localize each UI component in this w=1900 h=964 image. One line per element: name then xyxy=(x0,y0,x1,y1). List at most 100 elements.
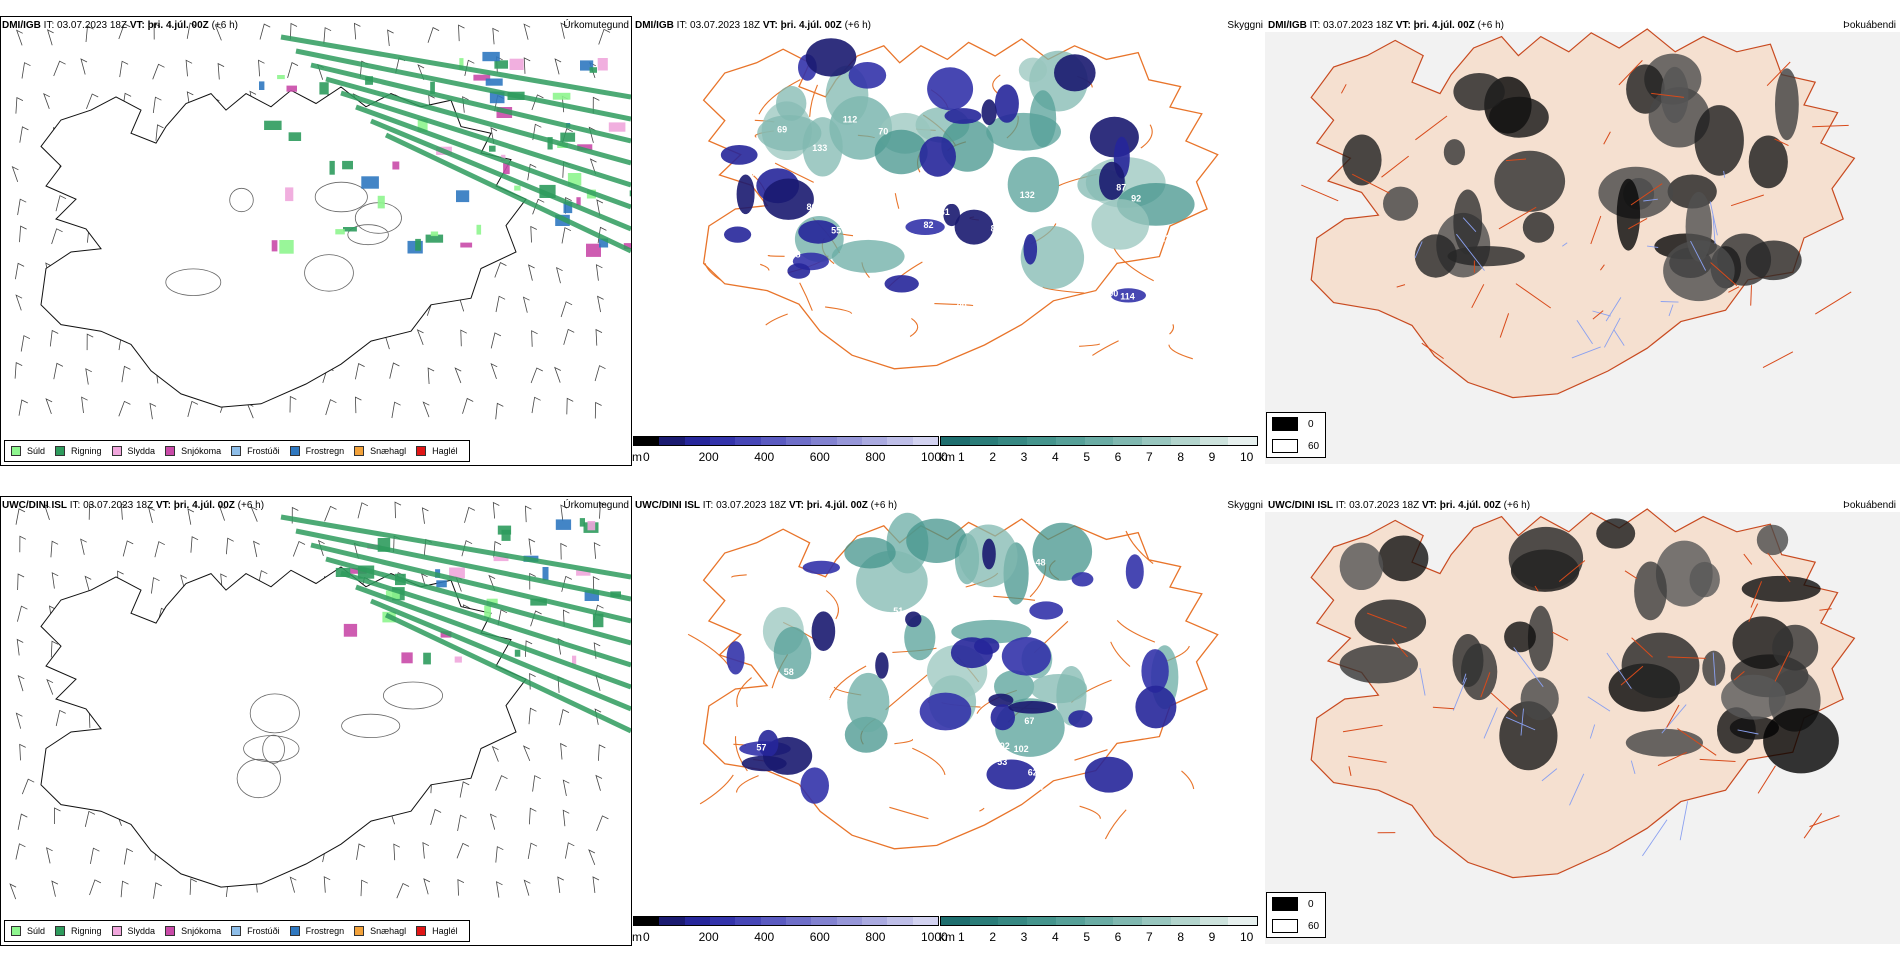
legend-label: Frostregn xyxy=(306,926,345,936)
wind-barb xyxy=(47,848,53,864)
legend-swatch xyxy=(11,926,21,936)
wind-barb xyxy=(218,64,224,80)
wind-barb xyxy=(598,745,605,761)
colorbar-segment xyxy=(1113,917,1142,925)
valid-time: þri. 4.júl. 00Z xyxy=(148,20,209,31)
cloud-base-value: 45 xyxy=(944,196,954,206)
wind-barb xyxy=(15,263,24,279)
cloud-base-value: 133 xyxy=(812,143,827,153)
wind-barb xyxy=(357,844,366,860)
colorbar-tick-label: 600 xyxy=(810,450,830,464)
cloud-base-value: 104 xyxy=(891,92,906,102)
valid-time-label: VT: xyxy=(789,500,804,511)
wind-barb xyxy=(567,398,573,414)
cloud-base-area xyxy=(806,38,857,76)
colorbar-segment xyxy=(1171,917,1200,925)
legend-swatch xyxy=(290,926,300,936)
colorbar-tick-label: 6 xyxy=(1115,450,1122,464)
precip-cell xyxy=(477,225,482,235)
cloud-base-area xyxy=(1002,637,1051,676)
valid-time: þri. 4.júl. 00Z xyxy=(1440,500,1501,511)
road xyxy=(1105,810,1126,839)
wind-barb xyxy=(465,507,475,522)
wind-barb xyxy=(290,877,296,892)
fog-index-area xyxy=(1383,187,1418,221)
fog-legend-label: 0 xyxy=(1308,899,1314,910)
cloud-base-area xyxy=(919,137,956,177)
wind-barb xyxy=(52,573,58,589)
init-time-label: IT: xyxy=(44,20,55,31)
colorbar-segment xyxy=(1027,917,1056,925)
wind-barb xyxy=(354,23,360,39)
road xyxy=(1182,771,1194,789)
colorbar-tick-label: 0 xyxy=(643,930,650,944)
low-visibility-area xyxy=(844,537,895,568)
colorbar-segment xyxy=(761,917,786,925)
cloud-base-area xyxy=(982,539,996,570)
fog-swatch xyxy=(1272,439,1298,453)
legend-swatch xyxy=(231,446,241,456)
wind-barb xyxy=(555,59,561,74)
precip-cell xyxy=(287,86,298,92)
model-name: DMI/IGB xyxy=(2,20,41,31)
colorbar-segment xyxy=(1113,437,1142,445)
run-header: DMI/IGB IT: 03.07.2023 18Z VT: þri. 4.jú… xyxy=(635,20,871,31)
wind-barb xyxy=(190,879,197,895)
cloud-base-value: 117 xyxy=(953,184,968,194)
wind-barb xyxy=(525,506,531,522)
wind-barb xyxy=(564,329,575,344)
precip-cell xyxy=(489,146,496,152)
wind-barb xyxy=(563,810,569,826)
fog-map xyxy=(1265,494,1900,944)
wind-barb xyxy=(555,368,561,383)
legend-swatch xyxy=(165,926,175,936)
fog-index-area xyxy=(1342,135,1381,186)
colorbar-segment xyxy=(761,437,786,445)
cloud-base-area xyxy=(875,652,888,678)
colorbar-segment xyxy=(862,437,887,445)
cloud-base-area xyxy=(727,641,745,674)
wind-barb xyxy=(17,640,23,656)
colorbar-segment xyxy=(862,917,887,925)
wind-barb xyxy=(16,713,22,728)
model-name: UWC/DINI ISL xyxy=(1268,500,1333,511)
precip-cell xyxy=(460,243,472,248)
wind-barb xyxy=(119,401,131,416)
legend-item: Frostúði xyxy=(231,926,280,936)
colorbar-tick-label: 8 xyxy=(1177,450,1184,464)
legend-item: Frostregn xyxy=(290,926,345,936)
cloud-base-value: 89 xyxy=(957,302,967,312)
wind-barb xyxy=(524,297,530,313)
valid-time-label: VT: xyxy=(130,20,145,31)
cloud-base-value: 103 xyxy=(968,60,983,70)
run-header: UWC/DINI ISL IT: 03.07.2023 18Z VT: þri.… xyxy=(1268,500,1530,511)
cloud-base-area xyxy=(945,108,982,124)
cloud-base-value: 95 xyxy=(770,567,780,577)
precip-cell xyxy=(588,521,596,530)
colorbar-tick-label: 3 xyxy=(1021,930,1028,944)
legend-label: Rigning xyxy=(71,446,102,456)
model-name: DMI/IGB xyxy=(1268,20,1307,31)
precip-cell xyxy=(342,161,353,169)
colorbar-segment xyxy=(941,917,970,925)
precip-cell xyxy=(609,122,626,131)
init-time: 03.07.2023 18Z xyxy=(1349,500,1419,511)
precip-cell xyxy=(415,239,421,251)
wind-barb xyxy=(457,843,469,858)
colorbar-segment xyxy=(685,917,710,925)
precip-cell xyxy=(590,67,597,73)
cloud-base-area xyxy=(721,145,758,165)
wind-barb xyxy=(493,747,499,762)
wind-barb xyxy=(10,884,16,899)
cloud-base-value: 58 xyxy=(784,667,794,677)
wind-barb xyxy=(16,844,26,860)
colorbar-segment xyxy=(837,917,862,925)
wind-barb xyxy=(151,578,159,594)
low-visibility-area xyxy=(776,86,806,121)
wind-barb xyxy=(50,331,58,347)
wind-barb xyxy=(247,403,253,418)
fog-index-area xyxy=(1504,622,1536,653)
cloud-base-value: 150 xyxy=(771,267,786,277)
panel-title: Skyggni xyxy=(1227,500,1263,511)
